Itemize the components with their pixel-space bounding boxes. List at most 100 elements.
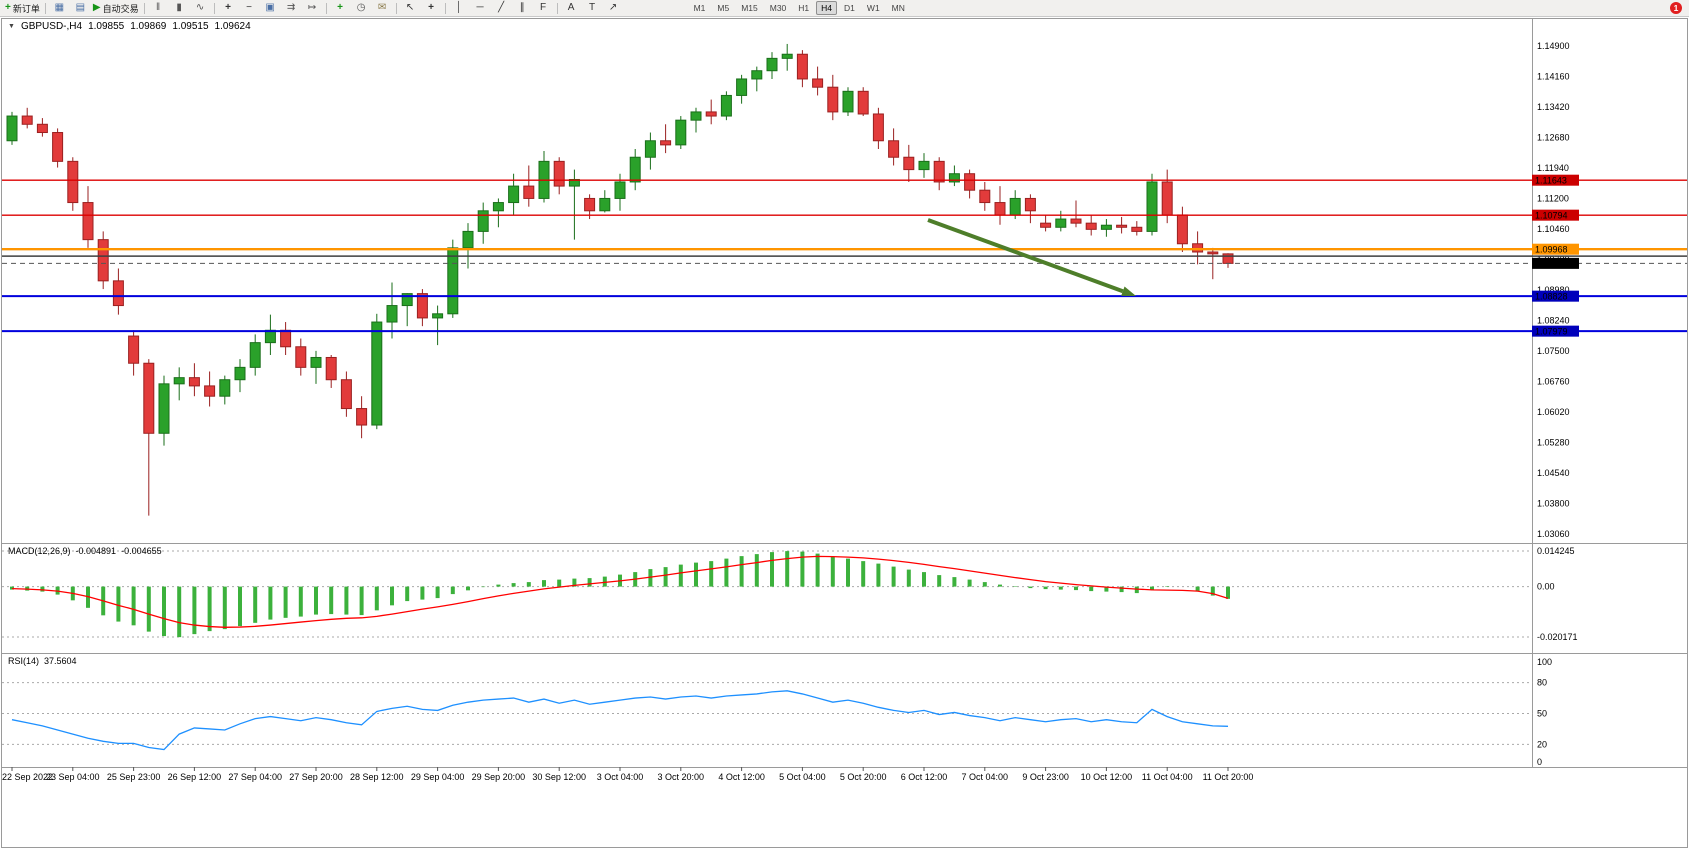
candle [736,74,748,104]
rsi-label: RSI(14) [8,656,40,666]
toolbar-separator [395,2,397,14]
window-borders [1,18,1688,848]
candle [82,186,94,248]
candle [432,305,444,346]
price-tag-label: 1.07979 [1535,327,1568,337]
candle [720,91,732,121]
cursor-icon[interactable]: ↖ [401,0,420,16]
rsi-header: RSI(14) 37.5604 [8,656,77,666]
trendline-icon: ╱ [498,2,505,13]
candle [188,363,200,397]
time-axis-label: 6 Oct 12:00 [901,772,948,782]
rsi-scale-label: 0 [1537,757,1542,767]
auto-scroll-icon[interactable]: ⇉ [282,0,301,16]
crosshair-icon[interactable]: + [422,0,441,16]
time-axis-label: 7 Oct 04:00 [962,772,1009,782]
toolbar-separator [325,2,327,14]
candle [781,43,793,71]
candle [52,128,64,168]
timeframe-H4[interactable]: H4 [816,1,838,15]
autotrading-play-icon: ▶ [92,2,101,13]
candle [173,367,185,401]
rsi-axis[interactable]: 100 80 50 20 0 [2,657,1552,767]
candle [310,350,322,384]
bar-chart-icon[interactable]: ‖ [149,0,168,16]
price-lines[interactable]: 1.11643 1.10794 1.09968 1.09624 1.08828 1.079… [2,174,1687,337]
periods-icon: ◷ [356,2,366,13]
candle [979,181,991,211]
time-axis-label: 11 Oct 20:00 [1203,772,1254,782]
zoom-out-icon[interactable]: − [240,0,259,16]
chart-shift-icon: ↦ [307,2,317,13]
trend-arrow-object[interactable] [927,218,1136,296]
candle [872,107,884,149]
periods-icon[interactable]: ◷ [352,0,371,16]
ohlc-open: 1.09855 [88,21,125,32]
trendline-icon[interactable]: ╱ [492,0,511,16]
time-axis-label: 4 Oct 12:00 [718,772,765,782]
timeframe-M5[interactable]: M5 [717,3,730,13]
indicators-icon[interactable]: + [331,0,350,16]
price-axis-label: 1.05280 [1537,437,1570,447]
notification-badge[interactable]: 1 [1670,2,1682,14]
candle [903,144,915,182]
text-label-icon[interactable]: T [583,0,602,16]
channel-icon: ∥ [519,2,525,13]
line-chart-icon: ∿ [195,2,205,13]
timeframe-M1[interactable]: M1 [693,3,706,13]
fibonacci-icon[interactable]: F [534,0,553,16]
channel-icon[interactable]: ∥ [513,0,532,16]
timeframe-H1[interactable]: H1 [798,3,810,13]
candle [796,50,808,88]
candle [143,359,155,516]
toolbar-separator [213,2,215,14]
candle [568,169,580,240]
text-icon[interactable]: A [562,0,581,16]
candle [629,149,641,191]
price-axis-label: 1.06020 [1537,407,1570,417]
price-axis[interactable]: 1.14900 1.14160 1.13420 1.12680 1.11940 1.112… [1537,41,1570,539]
timeframe-M15[interactable]: M15 [741,3,758,13]
timeframe-D1[interactable]: D1 [844,3,855,13]
templates-icon[interactable]: ✉ [373,0,392,16]
timeframe-M30[interactable]: M30 [769,3,787,13]
macd-panel[interactable] [10,551,1230,638]
candle [462,223,474,269]
toolbar-tools: + 新订单 ▦ ▤ ▶ 自动交易 ‖ ▮ ∿ + − ▣ ⇉ ↦ + ◷ ✉ ↖ + │ ─ ╱ ∥ F A T ↗ [3,0,624,16]
arrows-icon: ↗ [608,2,618,13]
auto-scroll-icon: ⇉ [286,2,296,13]
autotrading-button[interactable]: ▶ 自动交易 [92,0,140,16]
timeframe-W1[interactable]: W1 [866,3,880,13]
arrows-icon[interactable]: ↗ [604,0,623,16]
tile-windows-icon[interactable]: ▣ [261,0,280,16]
profiles-icon[interactable]: ▤ [71,0,90,16]
time-axis-label: 9 Oct 23:00 [1022,772,1069,782]
new-chart-icon: ▦ [54,2,65,13]
collapse-panel-icon[interactable]: ▼ [8,23,15,30]
toolbar-separator [44,2,46,14]
timeframe-MN[interactable]: MN [891,3,905,13]
candle [295,338,307,376]
new-order-button[interactable]: + 新订单 [4,0,41,16]
text-icon: A [567,2,575,13]
candle [1070,200,1082,228]
line-chart-icon[interactable]: ∿ [191,0,210,16]
main-chart-panel[interactable] [6,43,1234,516]
rsi-scale-label: 20 [1537,739,1547,749]
horizontal-line-icon[interactable]: ─ [471,0,490,16]
candle [447,239,459,318]
candle [675,116,687,149]
chart-shift-icon[interactable]: ↦ [303,0,322,16]
candlestick-chart-icon[interactable]: ▮ [170,0,189,16]
candle [371,313,383,430]
price-axis-label: 1.10460 [1537,224,1570,234]
indicators-icon: + [337,2,343,13]
rsi-panel[interactable] [11,690,1229,751]
zoom-in-icon[interactable]: + [219,0,238,16]
zoom-in-icon: + [225,2,231,13]
templates-icon: ✉ [377,2,387,13]
new-chart-icon[interactable]: ▦ [50,0,69,16]
vertical-line-icon[interactable]: │ [450,0,469,16]
